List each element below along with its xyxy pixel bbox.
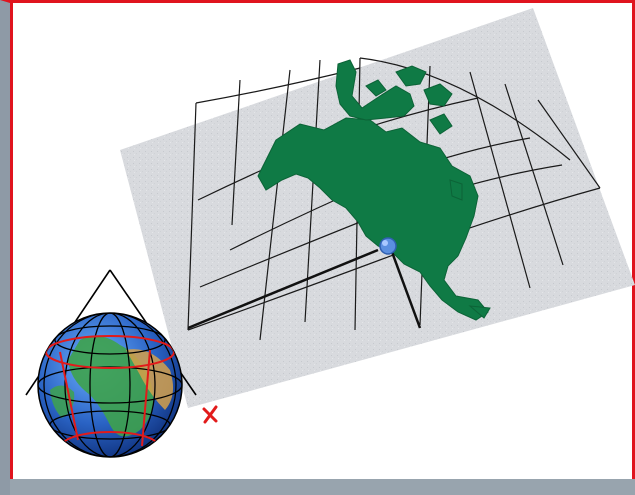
globe-icon xyxy=(38,313,182,460)
center-point-icon xyxy=(380,238,396,254)
tangent-point-marker-icon xyxy=(204,407,216,422)
